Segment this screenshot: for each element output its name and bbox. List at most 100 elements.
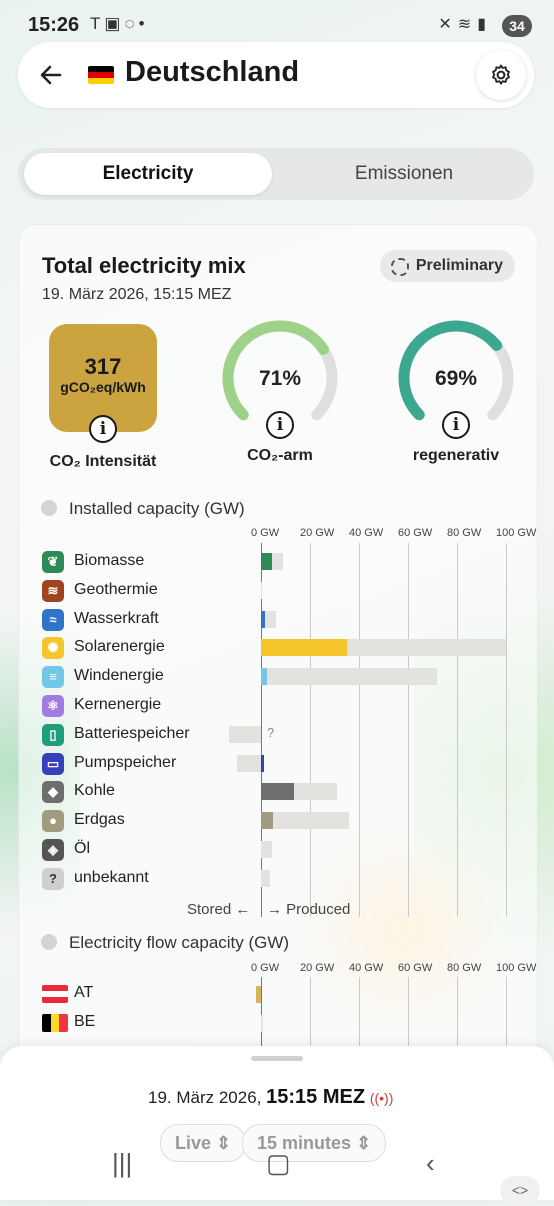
tab-electricity[interactable]: Electricity (24, 153, 272, 195)
produced-bar (261, 755, 264, 772)
produced-bar (261, 812, 273, 829)
flag-stripe (42, 997, 68, 1003)
card-title: Total electricity mix (42, 253, 246, 279)
installed-capacity-heading[interactable]: Installed capacity (GW) (41, 499, 245, 519)
toggle-dot-icon (41, 500, 57, 516)
axis-tick-label: 60 GW (398, 962, 432, 974)
info-icon[interactable]: i (266, 411, 294, 439)
capacity-bg-bar (229, 726, 261, 743)
gridline (457, 543, 458, 917)
question-icon: ? (42, 868, 64, 890)
flag-be-icon (42, 1014, 68, 1032)
co2-intensity-unit: gCO₂eq/kWh (49, 379, 157, 395)
drag-handle[interactable] (251, 1056, 303, 1061)
water-icon: ≈ (42, 609, 64, 631)
produced-bar (261, 611, 265, 628)
row-label-solarenergie: Solarenergie (74, 638, 165, 656)
gridline (408, 977, 409, 1057)
low-carbon-value: 71% (259, 367, 301, 390)
flag-stripe (59, 1014, 68, 1032)
flow-capacity-bg-bar (261, 1015, 263, 1032)
installed-capacity-title: Installed capacity (GW) (69, 499, 245, 518)
preliminary-badge[interactable]: Preliminary (380, 250, 515, 282)
row-label-wasserkraft: Wasserkraft (74, 610, 159, 628)
produced-bar (261, 553, 272, 570)
flag-icon (88, 66, 114, 84)
sheet-time: 15:15 MEZ (266, 1086, 365, 1108)
row-label-öl: Öl (74, 840, 90, 858)
row-label-kohle: Kohle (74, 782, 115, 800)
row-label-at: AT (74, 984, 93, 1002)
flow-capacity-title: Electricity flow capacity (GW) (69, 933, 289, 952)
row-label-windenergie: Windenergie (74, 667, 164, 685)
flag-stripe (51, 1014, 60, 1032)
status-time: 15:26 (28, 14, 79, 37)
sheet-date: 19. März 2026, (148, 1088, 261, 1107)
status-left-icons: T▣◌• (90, 14, 149, 34)
arrow-left-icon (34, 58, 68, 92)
produced-bar (261, 783, 294, 800)
info-icon[interactable]: i (442, 411, 470, 439)
capacity-bg-bar (237, 755, 262, 772)
axis-tick-label: 60 GW (398, 527, 432, 539)
flow-bar (256, 986, 261, 1003)
card-date: 19. März 2026, 15:15 MEZ (42, 286, 231, 304)
coal-icon: ◆ (42, 781, 64, 803)
row-label-unbekannt: unbekannt (74, 869, 149, 887)
mute-icon: ✕ (438, 16, 457, 33)
toggle-dot-icon (41, 934, 57, 950)
mode-tabs: Electricity Emissionen (18, 148, 534, 200)
sun-icon: ✺ (42, 637, 64, 659)
flag-at-icon (42, 985, 68, 1003)
row-label-batteriespeicher: Batteriespeicher (74, 725, 190, 743)
gridline (310, 977, 311, 1057)
row-label-erdgas: Erdgas (74, 811, 125, 829)
renewable-label: regenerativ (386, 447, 526, 465)
flow-capacity-heading[interactable]: Electricity flow capacity (GW) (41, 933, 289, 953)
electricity-mix-card: Total electricity mix 19. März 2026, 15:… (18, 224, 538, 1066)
info-icon[interactable]: i (89, 415, 117, 443)
back-button[interactable] (34, 58, 68, 92)
back-nav-icon[interactable]: ‹ (426, 1148, 435, 1179)
sheet-datetime: 19. März 2026, 15:15 MEZ ((•)) (148, 1086, 393, 1109)
axis-tick-label: 80 GW (447, 527, 481, 539)
recent-apps-icon[interactable]: ||| (112, 1148, 132, 1179)
capacity-bg-bar (261, 870, 270, 887)
capacity-bg-bar (261, 812, 349, 829)
home-icon[interactable]: ▢ (266, 1148, 291, 1179)
gridline (506, 543, 507, 917)
axis-tick-label: 100 GW (496, 527, 536, 539)
tab-emissionen[interactable]: Emissionen (280, 153, 528, 195)
tesla-icon: T (90, 14, 104, 33)
battery-icon: ▯ (42, 724, 64, 746)
row-label-pumpspeicher: Pumpspeicher (74, 754, 176, 772)
axis-tick-label: 20 GW (300, 962, 334, 974)
wifi-icon: ≋ (458, 16, 477, 33)
low-carbon-label: CO₂-arm (210, 447, 350, 465)
axis-tick-label: 40 GW (349, 527, 383, 539)
dashed-circle-icon (391, 258, 409, 276)
gridline (408, 543, 409, 917)
row-label-biomasse: Biomasse (74, 552, 144, 570)
gridline (310, 543, 311, 917)
flag-stripe (42, 1014, 51, 1032)
axis-tick-label: 20 GW (300, 527, 334, 539)
atom-icon: ⚛ (42, 695, 64, 717)
produced-label: → Produced (267, 901, 350, 918)
axis-tick-label: 100 GW (496, 962, 536, 974)
gridline (359, 543, 360, 917)
dot-icon: • (139, 14, 149, 33)
stored-label: Stored ← (187, 901, 250, 918)
oil-icon: ◈ (42, 839, 64, 861)
unknown-marker: ? (267, 725, 274, 740)
row-label-kernenergie: Kernenergie (74, 696, 161, 714)
heat-icon: ≋ (42, 580, 64, 602)
produced-bar (261, 639, 347, 656)
gear-icon (489, 63, 513, 87)
row-label-geothermie: Geothermie (74, 581, 158, 599)
settings-button[interactable] (476, 50, 526, 100)
gas-icon: ● (42, 810, 64, 832)
axis-tick-label: 0 GW (251, 527, 279, 539)
axis-tick-label: 0 GW (251, 962, 279, 974)
code-icon[interactable]: <> (500, 1176, 540, 1206)
